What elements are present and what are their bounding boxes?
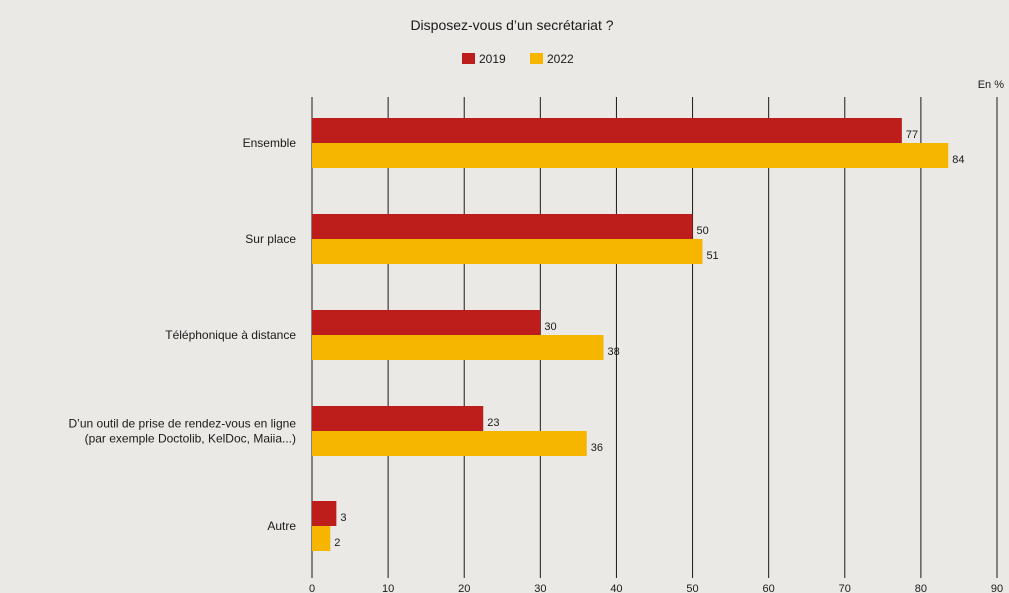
chart-title: Disposez-vous d’un secrétariat ? [410, 17, 613, 33]
category-label: Téléphonique à distance [165, 328, 296, 342]
x-tick-label: 30 [534, 583, 546, 593]
category-label-line: D’un outil de prise de rendez-vous en li… [69, 417, 297, 431]
category-labels: Ensemble Sur place Téléphonique à distance… [69, 136, 297, 533]
category-label-line: Autre [267, 519, 296, 533]
category-label-line: Sur place [245, 232, 296, 246]
legend-swatch-2022 [530, 53, 543, 64]
data-label-2022: 2 [334, 537, 340, 549]
data-label-2019: 3 [340, 512, 346, 524]
bar-2019 [312, 118, 902, 143]
x-tick-label: 20 [458, 583, 470, 593]
category-label: Sur place [245, 232, 296, 246]
x-tick-label: 60 [763, 583, 775, 593]
legend: 2019 2022 [462, 52, 574, 66]
data-label-2022: 38 [608, 346, 620, 358]
x-tick-label: 40 [610, 583, 622, 593]
data-label-2019: 77 [906, 129, 918, 141]
bar-2022 [312, 526, 331, 551]
x-tick-label: 50 [686, 583, 698, 593]
data-label-2022: 84 [952, 154, 964, 166]
x-tick-label: 80 [915, 583, 927, 593]
bars: 77 84 50 51 30 38 23 36 3 2 [312, 118, 965, 551]
category-label-line: Ensemble [243, 136, 297, 150]
bar-2019 [312, 214, 693, 239]
bar-2019 [312, 310, 541, 335]
legend-label-2022: 2022 [547, 52, 574, 66]
data-label-2019: 50 [697, 225, 709, 237]
bar-2022 [312, 431, 587, 456]
x-tick-label: 70 [839, 583, 851, 593]
data-label-2022: 51 [706, 250, 718, 262]
category-label-line: (par exemple Doctolib, KelDoc, Maiia...) [85, 432, 296, 446]
x-tick-label: 90 [991, 583, 1003, 593]
x-axis: 0 10 20 30 40 50 60 70 80 90 [309, 583, 1003, 593]
data-label-2022: 36 [591, 442, 603, 454]
category-label-line: Téléphonique à distance [165, 328, 296, 342]
bar-2019 [312, 406, 484, 431]
x-tick-label: 0 [309, 583, 315, 593]
data-label-2019: 30 [544, 321, 556, 333]
bar-2019 [312, 501, 337, 526]
bar-2022 [312, 239, 703, 264]
data-label-2019: 23 [487, 417, 499, 429]
bar-2022 [312, 143, 949, 168]
category-label: Ensemble [243, 136, 297, 150]
x-tick-label: 10 [382, 583, 394, 593]
legend-label-2019: 2019 [479, 52, 506, 66]
unit-label: En % [978, 79, 1005, 91]
category-label: D’un outil de prise de rendez-vous en li… [69, 417, 297, 446]
category-label: Autre [267, 519, 296, 533]
bar-2022 [312, 335, 604, 360]
legend-swatch-2019 [462, 53, 475, 64]
gridlines [311, 97, 998, 578]
